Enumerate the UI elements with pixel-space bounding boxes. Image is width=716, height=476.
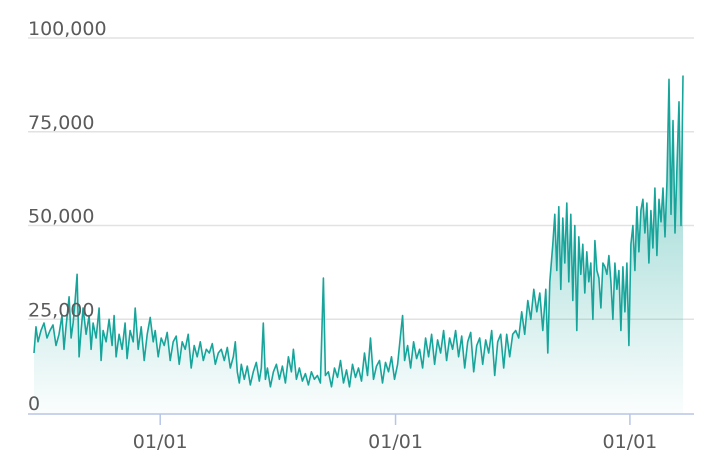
x-tick-label: 01/01	[368, 431, 423, 453]
y-tick-label: 0	[28, 393, 40, 415]
x-tick-labels: 01/01 01/01 01/01	[133, 431, 657, 453]
y-tick-label: 50,000	[28, 206, 94, 228]
y-tick-labels: 0 25,000 50,000 75,000 100,000	[28, 18, 107, 415]
series-line	[33, 75, 684, 388]
x-tick-label: 01/01	[603, 431, 658, 453]
series-area-fill	[34, 75, 683, 413]
y-tick-label: 100,000	[28, 18, 107, 40]
x-axis	[28, 413, 694, 425]
x-tick-label: 01/01	[133, 431, 188, 453]
y-tick-label: 75,000	[28, 112, 94, 134]
y-tick-label: 25,000	[28, 299, 94, 321]
series-area	[33, 75, 684, 413]
